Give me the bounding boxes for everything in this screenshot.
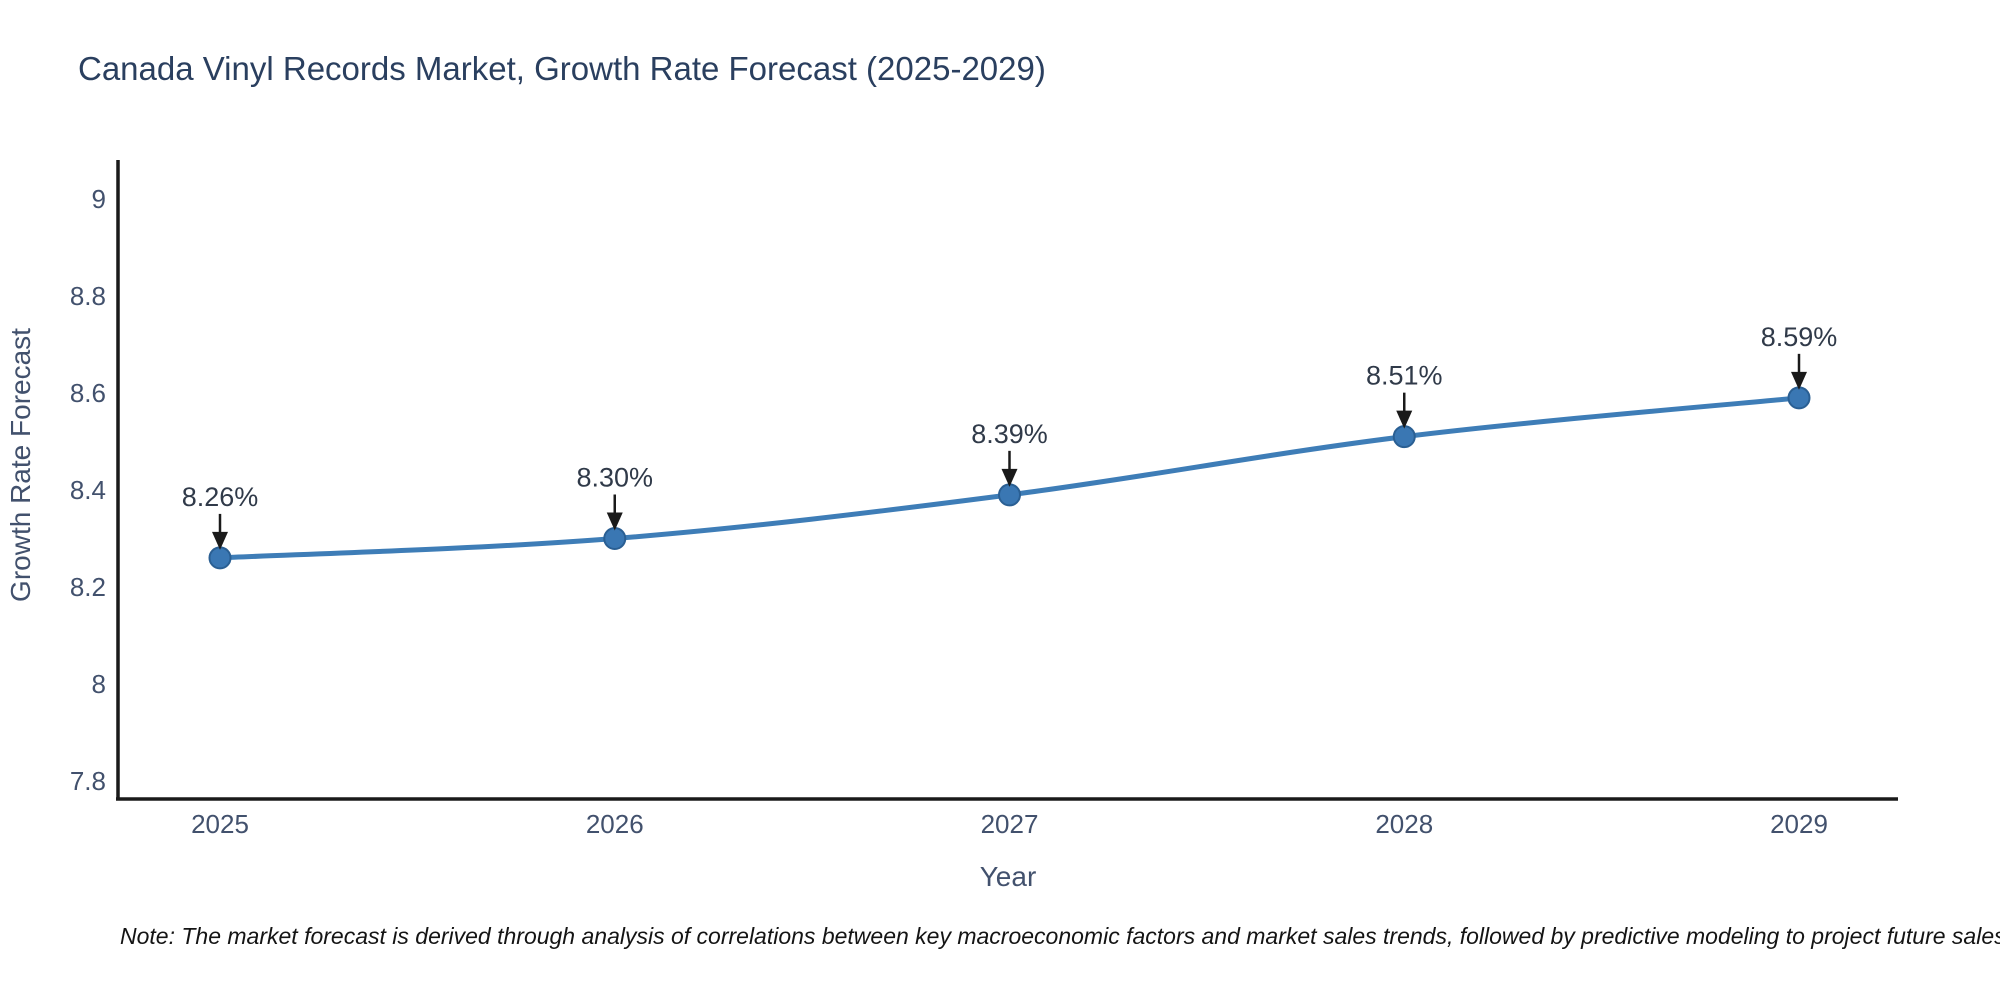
data-point-2025 [208, 546, 232, 570]
y-tick-label: 8.6 [70, 378, 106, 408]
footnote: Note: The market forecast is derived thr… [120, 923, 2000, 949]
x-tick-label: 2028 [1375, 809, 1433, 839]
data-point-2027 [998, 483, 1021, 507]
annotation-arrow-head [212, 531, 228, 550]
data-point-2029 [1787, 386, 1811, 410]
y-tick-label: 8.2 [70, 572, 106, 602]
x-axis-title: Year [980, 861, 1037, 892]
x-tick-label: 2025 [191, 809, 249, 839]
point-value-label: 8.59% [1761, 322, 1838, 352]
annotation-arrow-head [606, 512, 623, 531]
point-value-label: 8.30% [576, 463, 653, 493]
annotation-arrow-head [1001, 468, 1018, 487]
annotation-arrow-head [1396, 410, 1413, 429]
point-value-label: 8.51% [1366, 361, 1443, 391]
x-tick-label: 2026 [586, 809, 644, 839]
plot-area: 7.8 8 8.2 8.4 8.6 8.8 9 2025 2026 2027 2028 2029 8.2… [70, 160, 1898, 839]
point-value-label: 8.26% [182, 482, 259, 512]
x-tick-label: 2027 [981, 809, 1039, 839]
y-tick-label: 8.4 [70, 475, 106, 505]
chart-title: Canada Vinyl Records Market, Growth Rate… [78, 50, 1046, 87]
y-tick-label: 8.8 [70, 281, 106, 311]
annotation-arrow-head [1791, 371, 1807, 390]
y-tick-label: 8 [92, 669, 106, 699]
y-tick-label: 9 [92, 184, 106, 214]
point-value-label: 8.39% [971, 419, 1048, 449]
y-tick-label: 7.8 [70, 766, 106, 796]
y-axis-title: Growth Rate Forecast [5, 328, 36, 602]
x-tick-label: 2029 [1770, 809, 1828, 839]
data-point-2026 [603, 527, 627, 550]
data-point-2028 [1392, 425, 1416, 449]
